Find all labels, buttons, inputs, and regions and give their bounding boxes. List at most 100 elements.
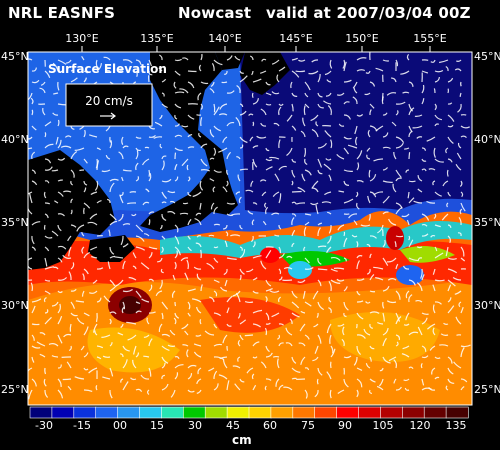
current-vector — [62, 378, 72, 381]
current-vector — [264, 202, 267, 209]
current-vector — [382, 59, 389, 62]
current-vector — [31, 298, 42, 303]
current-vector — [83, 268, 89, 275]
current-vector — [300, 130, 306, 138]
current-vector — [412, 125, 423, 129]
current-vector — [317, 301, 325, 311]
current-vector — [310, 202, 319, 206]
current-vector — [429, 345, 436, 351]
current-vector — [161, 160, 165, 171]
current-vector — [365, 301, 371, 304]
current-vector — [55, 136, 59, 145]
current-vector — [70, 180, 74, 186]
current-vector — [265, 92, 272, 96]
current-vector — [120, 378, 124, 383]
current-vector — [88, 134, 98, 138]
current-vector — [356, 300, 364, 303]
current-vector — [252, 277, 258, 281]
current-vector — [369, 103, 375, 109]
current-vector — [421, 147, 427, 151]
current-vector — [237, 312, 241, 319]
current-vector — [96, 63, 102, 72]
map-plot-area — [28, 52, 472, 405]
current-vector — [291, 125, 297, 131]
current-vector — [246, 367, 254, 374]
current-vector — [417, 326, 423, 336]
current-vector — [224, 240, 228, 248]
current-vector — [447, 77, 454, 83]
current-vector — [31, 323, 40, 326]
current-vector — [354, 125, 358, 135]
current-vector — [278, 165, 287, 171]
current-vector — [143, 334, 150, 338]
title-agency: NRL EASNFS — [8, 4, 116, 22]
current-vector — [57, 157, 66, 161]
current-vector — [122, 359, 128, 369]
current-vector — [353, 356, 358, 366]
current-vector — [317, 142, 327, 149]
current-vector — [447, 235, 451, 244]
tick-marks — [81, 46, 431, 52]
colorbar-tick-label: 120 — [409, 419, 431, 432]
current-vector — [316, 312, 319, 318]
current-vector — [447, 224, 452, 228]
current-vector — [118, 213, 124, 222]
current-vector — [52, 112, 59, 116]
current-vector — [364, 92, 371, 96]
current-vector — [108, 229, 111, 237]
current-vector — [157, 257, 163, 263]
current-vector — [199, 180, 204, 191]
current-vector — [83, 187, 87, 193]
current-vector — [252, 158, 258, 168]
current-vector — [174, 224, 179, 233]
current-vector — [208, 234, 215, 237]
current-vector — [161, 235, 166, 240]
current-vector — [28, 264, 33, 270]
current-vector — [135, 224, 144, 233]
current-vector — [297, 279, 306, 283]
current-vector — [265, 345, 270, 353]
current-vector — [261, 191, 267, 197]
current-vector — [434, 69, 444, 73]
current-vector — [28, 92, 33, 101]
current-vector — [44, 166, 53, 171]
current-vector — [169, 200, 176, 204]
current-vector — [43, 378, 47, 387]
current-vector — [196, 306, 202, 314]
title-valid-time: valid at 2007/03/04 00Z — [266, 4, 471, 22]
current-vector — [206, 262, 215, 270]
current-vector — [314, 345, 319, 354]
colorbar-swatch — [51, 406, 75, 419]
current-vector — [369, 109, 372, 116]
current-vector — [460, 378, 468, 383]
current-vector — [366, 147, 371, 152]
current-vector — [343, 198, 354, 204]
current-vector — [408, 180, 416, 183]
current-vector — [198, 64, 202, 72]
current-vector — [70, 262, 75, 270]
current-vector — [278, 224, 282, 230]
current-vector — [311, 180, 319, 189]
current-vector — [197, 367, 202, 375]
current-vector — [148, 134, 156, 138]
current-vector — [421, 168, 427, 172]
current-vector — [382, 112, 388, 116]
current-vector — [68, 345, 72, 352]
current-vector — [388, 356, 397, 362]
current-vector — [338, 190, 345, 193]
current-vector — [343, 136, 352, 140]
current-vector — [408, 279, 416, 286]
current-vector — [212, 186, 216, 193]
current-vector — [186, 349, 189, 358]
current-vector — [382, 301, 385, 309]
current-vector — [395, 341, 399, 347]
current-vector — [70, 224, 77, 228]
current-vector — [289, 318, 293, 325]
current-vector — [102, 376, 111, 380]
current-vector — [239, 274, 242, 281]
current-vector — [433, 88, 436, 94]
current-vector — [278, 66, 286, 72]
current-vector — [76, 224, 85, 232]
current-vector — [231, 213, 241, 216]
current-vector — [39, 87, 46, 94]
